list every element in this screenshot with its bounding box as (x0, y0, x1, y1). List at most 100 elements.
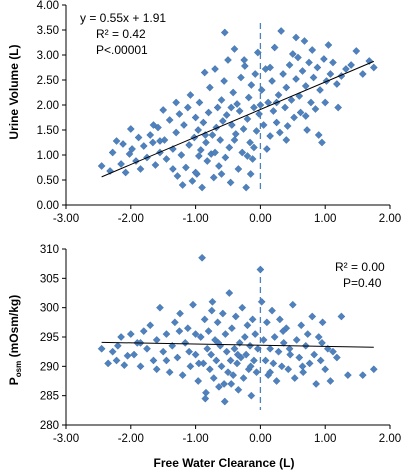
y-tick-label: 1.50 (37, 125, 59, 137)
y-tick-label: 305 (40, 273, 59, 285)
data-point (281, 103, 289, 112)
lower-panel-posm: R² = 0.00 P=0.40 Posm (mOsm/kg) Free Wat… (7, 244, 401, 470)
data-point (224, 56, 232, 64)
y-tick-label: 310 (40, 244, 59, 256)
x-tick-label: 2.00 (379, 433, 401, 445)
data-point (266, 344, 275, 353)
data-point (196, 146, 205, 154)
data-point (149, 121, 158, 129)
data-point (233, 350, 242, 359)
data-point (316, 356, 325, 365)
data-point (170, 318, 179, 327)
data-point (282, 83, 291, 92)
data-point (268, 306, 276, 315)
data-point (268, 77, 276, 85)
data-point (301, 112, 310, 120)
data-point (152, 365, 161, 374)
data-point (199, 118, 208, 127)
y-axis-title-urine-volume: Urine Volume (L) (7, 44, 21, 139)
data-point (269, 359, 278, 368)
data-point (283, 122, 292, 130)
data-point (255, 110, 263, 118)
data-point (239, 125, 248, 133)
x-axis-title: Free Water Clearance (L) (154, 456, 295, 470)
data-point (256, 101, 265, 109)
data-point (117, 333, 125, 341)
data-point (194, 377, 203, 385)
data-point (151, 161, 160, 169)
data-point (288, 50, 297, 58)
data-point (301, 82, 310, 90)
y-tick-label: 3.50 (37, 25, 59, 37)
data-point (201, 394, 210, 403)
data-point (272, 377, 281, 385)
data-point (248, 155, 257, 163)
data-point (246, 362, 255, 371)
y-tick-label: 295 (40, 332, 59, 344)
data-point (246, 138, 254, 147)
data-point (221, 330, 230, 338)
data-point (234, 385, 243, 394)
data-point (243, 152, 252, 160)
data-point (321, 98, 330, 107)
data-point (175, 327, 184, 336)
data-point (300, 37, 309, 45)
data-point (191, 168, 200, 177)
data-point (242, 183, 251, 192)
x-tick-label: 2.00 (379, 213, 401, 225)
data-point (97, 162, 106, 170)
data-point (312, 380, 321, 388)
data-point (173, 172, 182, 180)
data-point (240, 56, 249, 64)
data-point (226, 356, 235, 365)
data-point (183, 324, 192, 333)
data-point (244, 93, 253, 102)
data-point (225, 143, 234, 152)
data-point (108, 148, 117, 157)
data-point (305, 58, 313, 67)
data-point (303, 330, 312, 338)
data-point (288, 300, 297, 309)
data-point (112, 137, 121, 145)
data-point (217, 362, 226, 371)
data-point (266, 63, 275, 72)
data-point (314, 333, 323, 341)
data-point (152, 336, 161, 344)
p-value-annotation-lower: P=0.40 (343, 276, 382, 290)
data-point (343, 371, 352, 380)
data-point (181, 338, 190, 347)
posm-label-subscript: osm (14, 361, 23, 377)
data-point (195, 98, 204, 107)
data-point (185, 347, 194, 356)
trend-line (101, 60, 374, 178)
posm-label-main: P (7, 377, 21, 385)
data-point (237, 73, 245, 82)
data-point (229, 371, 238, 380)
data-point (194, 126, 203, 134)
data-point (287, 96, 296, 104)
data-point (233, 359, 241, 368)
data-point (226, 178, 235, 187)
data-point (320, 55, 328, 63)
data-point (134, 133, 143, 142)
y-tick-label: 1.00 (37, 150, 59, 162)
data-point (284, 365, 293, 374)
data-point (272, 118, 281, 127)
data-point (259, 336, 268, 344)
data-point (191, 350, 200, 359)
data-point (125, 150, 134, 158)
data-point (256, 265, 265, 274)
data-point (308, 312, 317, 321)
data-point (243, 321, 252, 330)
y-tick-label: 3.00 (37, 50, 59, 62)
y-tick-label: 4.00 (37, 0, 59, 12)
data-point (175, 110, 184, 118)
data-point (123, 351, 132, 360)
data-point (352, 47, 361, 55)
y-tick-label: 0.00 (37, 200, 59, 212)
data-point (274, 91, 283, 99)
p-value-annotation: P<.00001 (96, 43, 148, 57)
data-point (247, 391, 256, 400)
data-point (200, 315, 209, 324)
data-point (225, 289, 234, 297)
